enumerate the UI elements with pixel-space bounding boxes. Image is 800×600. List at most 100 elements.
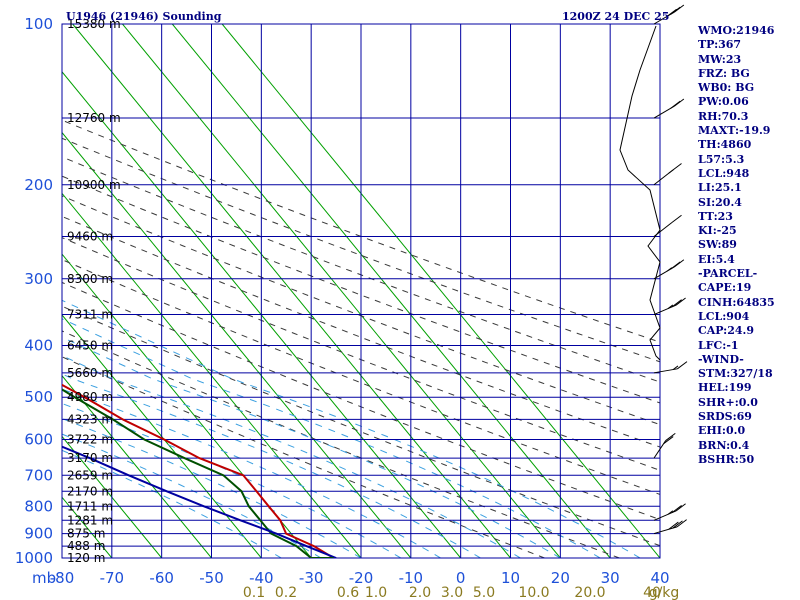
dry-adiabat-line [62,356,545,558]
index-item: FRZ: BG [698,66,750,80]
temperature-tick-label: -40 [249,569,274,587]
isotherm-line [62,253,312,558]
isotherm-line [221,24,660,558]
wind-barb [653,4,685,25]
index-item: SW:89 [698,238,737,252]
mixing-ratio-label: 0.2 [275,585,297,600]
temperature-tick-label: -30 [299,569,324,587]
temperature-tick-label: -70 [100,569,125,587]
wind-barb-flag [667,510,674,515]
pressure-unit-label: mb [32,569,56,587]
pressure-label: 700 [24,466,53,484]
index-item: WB0: BG [698,81,755,95]
dry-adiabat-line [62,259,660,496]
wind-barb-flag [671,163,682,172]
wind-barb-flag [671,299,682,308]
height-label: 5660 m [67,366,113,380]
index-item: KI:-25 [698,224,737,238]
wind-barb [653,98,685,119]
wind-barb-flag [677,361,688,370]
isotherm-line [122,24,561,558]
index-item: CINH:64835 [698,295,775,309]
wind-barb-flag [663,436,674,445]
pressure-label: 200 [24,176,53,194]
mixing-ratio-label: 3.0 [441,585,463,600]
temperature-tick-label: -60 [149,569,174,587]
mixing-ratio-label: 40 [643,585,661,600]
isotherm-line [62,131,412,558]
pressure-label: 400 [24,337,53,355]
index-item: LCL:948 [698,166,750,180]
height-label: 15380 m [67,17,121,31]
mixing-ratio-label: 5.0 [473,585,495,600]
index-item: BSHR:50 [698,452,755,466]
wind-barb-flag [666,267,673,272]
height-label: 4323 m [67,412,113,426]
grid [61,23,661,559]
isotherm-line [171,24,611,558]
mixing-ratio-label: 0.6 [337,585,359,600]
wind-barb-flag [671,505,682,514]
index-item: WMO:21946 [698,24,775,37]
height-label: 3722 m [67,433,113,447]
temperature-tick-label: -10 [399,569,424,587]
temperature-profile-line [62,383,335,558]
wind-barb-flag [672,365,679,370]
wind-barb [653,163,682,186]
index-item: SHR+:0.0 [698,395,758,409]
temperature-tick-label: 40 [650,569,669,587]
wind-barb-flag [675,297,686,306]
wind-barb [653,519,687,535]
valid-time: 1200Z 24 DEC 25 [562,10,669,23]
index-item: HEL:199 [698,381,752,395]
wind-barb-flag [671,214,682,223]
pressure-label: 500 [24,388,53,406]
temperature-tick-label: -80 [50,569,75,587]
wind-barb-flag [668,521,679,530]
index-item: BRN:0.4 [698,438,750,452]
index-item: EHI:0.0 [698,424,746,438]
dry-adiabat-line [62,281,660,521]
height-label: 9460 m [67,229,113,243]
height-label: 1711 m [67,499,113,513]
mixing-ratio-label: 0.1 [243,585,265,600]
height-label: 120 m [67,551,105,565]
height-label: 1281 m [67,513,113,527]
dry-adiabat-line [62,175,660,404]
index-item: SI:20.4 [698,195,742,209]
wind-profile-trace [619,25,661,361]
index-item: TT:23 [698,209,733,223]
height-label: 8300 m [67,272,113,286]
temperature-tick-label: 30 [601,569,620,587]
isotherm-line [72,24,511,558]
index-item: L57:5.3 [698,152,745,166]
index-item: MAXT:-19.9 [698,124,771,138]
height-label: 2170 m [67,484,113,498]
isotherm-line [62,314,262,558]
wind-barb-staff [653,222,673,237]
dry-adiabat-line [62,330,620,558]
dry-adiabat-line [62,119,660,343]
wind-barb-flag [667,304,674,309]
dry-adiabat-line [62,305,660,547]
wind-barb [653,432,676,459]
height-label: 875 m [67,527,105,541]
wind-barbs [619,4,688,535]
isotherm-line [62,374,212,558]
dry-adiabat-line [62,195,660,426]
pressure-label: 300 [24,270,53,288]
mixing-ratio-label: g/kg [649,585,680,600]
isotherm-line [62,435,163,558]
mixing-ratio-label: 20.0 [574,585,605,600]
pressure-label: 1000 [15,549,53,567]
index-item: -WIND- [698,352,744,366]
mixing-ratio-label: 10.0 [518,585,549,600]
index-item: TP:367 [698,38,742,52]
pressure-label: 900 [24,525,53,543]
chart-title: U1946 (21946) Sounding [66,10,222,23]
wind-barb-flag [668,169,674,174]
height-label: 10900 m [67,178,121,192]
temperature-tick-label: 10 [501,569,520,587]
temperature-tick-label: 20 [551,569,570,587]
